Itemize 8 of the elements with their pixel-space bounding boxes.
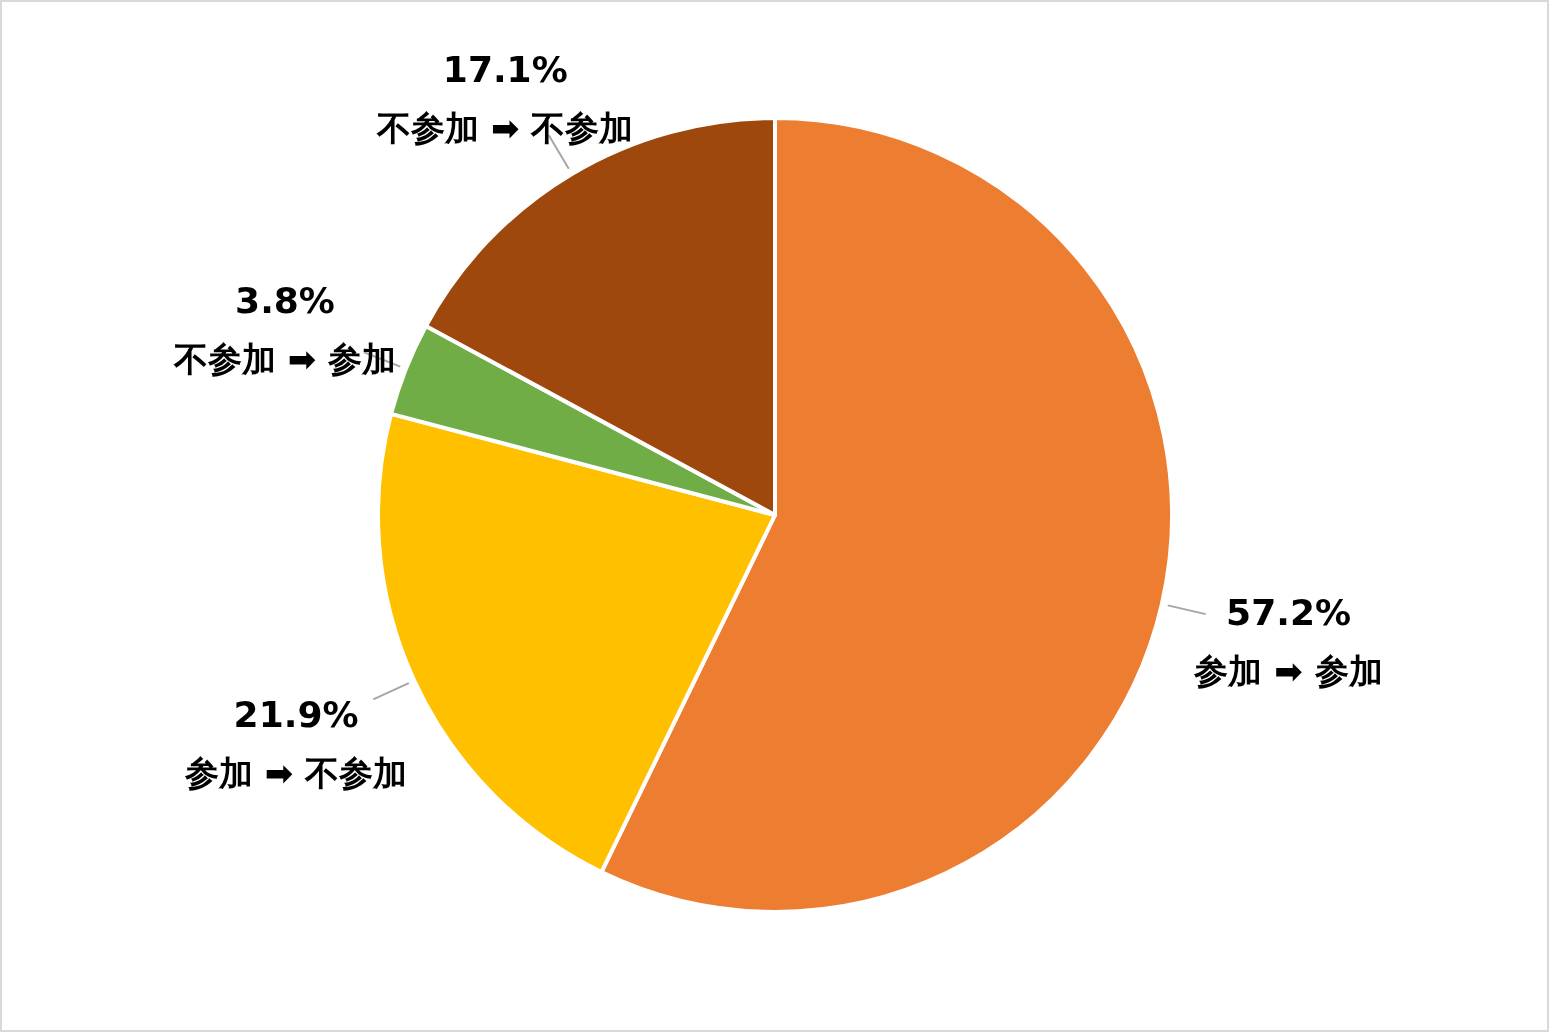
data-label: 21.9%: [233, 693, 359, 735]
data-label: 3.8%: [235, 280, 335, 321]
slice-label: 参加 ➡ 不参加: [183, 752, 408, 793]
slice-label: 不参加 ➡ 不参加: [376, 108, 634, 148]
data-label: 57.2%: [1226, 592, 1352, 634]
slice-label: 不参加 ➡ 参加: [172, 339, 397, 379]
slice-label: 参加 ➡ 参加: [1193, 651, 1383, 692]
data-label: 17.1%: [442, 49, 568, 90]
